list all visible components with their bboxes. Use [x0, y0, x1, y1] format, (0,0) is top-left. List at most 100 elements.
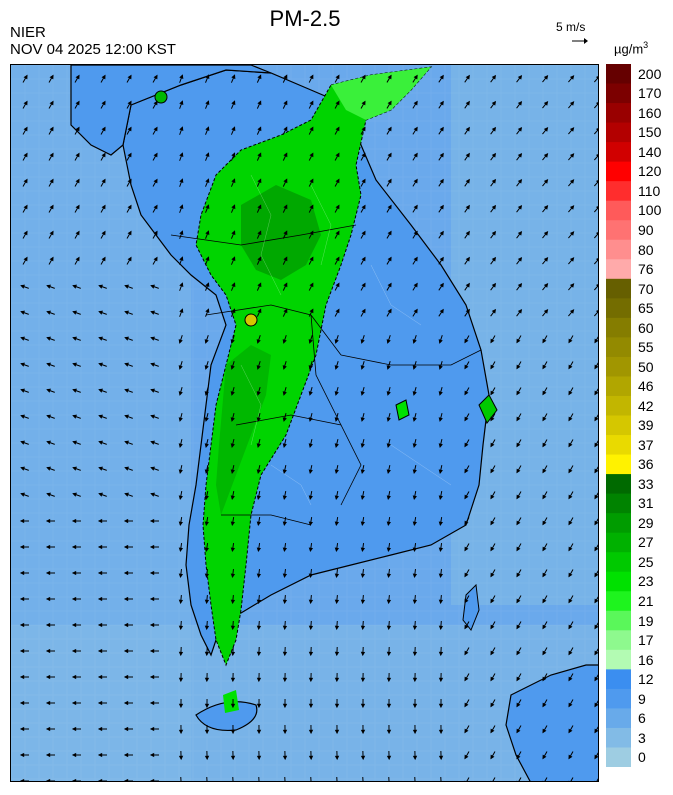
- wind-arrowhead-icon: [334, 547, 340, 553]
- wind-arrowhead-icon: [178, 625, 184, 631]
- wind-arrowhead-icon: [334, 651, 340, 657]
- color-scale-bin: [606, 64, 631, 85]
- wind-arrowhead-icon: [178, 729, 184, 735]
- wind-arrowhead-icon: [179, 74, 184, 79]
- color-scale-bin: [606, 317, 631, 338]
- wind-arrowhead-icon: [413, 74, 418, 80]
- wind-arrowhead-icon: [360, 365, 365, 370]
- wind-arrowhead-icon: [72, 466, 77, 471]
- wind-arrowhead-icon: [412, 365, 417, 370]
- wind-arrowhead-icon: [568, 780, 570, 781]
- pm25-map-canvas: [11, 65, 598, 781]
- wind-arrowhead-icon: [464, 364, 469, 370]
- color-scale-bin: [606, 630, 631, 651]
- wind-arrowhead-icon: [179, 308, 184, 313]
- wind-arrowhead-icon: [361, 204, 366, 210]
- wind-arrow-icon: [544, 777, 548, 781]
- wind-arrowhead-icon: [413, 126, 418, 132]
- wind-arrowhead-icon: [149, 622, 155, 628]
- wind-arrowhead-icon: [595, 154, 598, 157]
- wind-arrowhead-icon: [204, 469, 209, 474]
- wind-arrowhead-icon: [283, 282, 288, 288]
- wind-arrowhead-icon: [308, 729, 314, 735]
- wind-arrowhead-icon: [45, 778, 51, 781]
- wind-arrowhead-icon: [123, 778, 129, 781]
- wind-arrowhead-icon: [360, 495, 365, 501]
- wind-arrowhead-icon: [542, 676, 547, 682]
- wind-arrowhead-icon: [594, 676, 598, 682]
- wind-arrowhead-icon: [204, 391, 209, 396]
- wind-arrowhead-icon: [568, 546, 573, 552]
- wind-arrowhead-icon: [309, 100, 314, 106]
- wind-arrowhead-icon: [256, 651, 262, 657]
- wind-arrowhead-icon: [97, 700, 103, 706]
- wind-arrowhead-icon: [464, 468, 469, 474]
- wind-arrowhead-icon: [179, 230, 184, 235]
- wind-arrowhead-icon: [491, 74, 497, 80]
- wind-arrowhead-icon: [123, 726, 129, 732]
- wind-arrowhead-icon: [438, 417, 443, 422]
- wind-arrowhead-icon: [127, 230, 132, 236]
- wind-arrowhead-icon: [153, 126, 158, 132]
- province-boundaries: [170, 224, 482, 526]
- wind-arrowhead-icon: [282, 547, 288, 553]
- wind-arrowhead-icon: [464, 338, 469, 344]
- wind-arrowhead-icon: [153, 74, 158, 80]
- wind-arrowhead-icon: [542, 728, 547, 734]
- color-scale-bin: [606, 571, 631, 592]
- wind-arrowhead-icon: [516, 364, 521, 370]
- wind-arrowhead-icon: [98, 414, 103, 419]
- wind-arrowhead-icon: [230, 339, 235, 344]
- wind-arrowhead-icon: [595, 102, 598, 105]
- wind-arrowhead-icon: [49, 204, 54, 210]
- wind-arrowhead-icon: [465, 256, 470, 262]
- wind-arrowhead-icon: [360, 703, 366, 709]
- wind-arrowhead-icon: [438, 755, 444, 761]
- wind-arrowhead-icon: [308, 365, 313, 370]
- wind-arrowhead-icon: [516, 494, 521, 500]
- wind-arrowhead-icon: [45, 752, 51, 758]
- wind-arrowhead-icon: [98, 310, 103, 315]
- wind-arrowhead-icon: [101, 204, 106, 210]
- wind-arrowhead-icon: [517, 204, 523, 210]
- wind-arrowhead-icon: [123, 674, 129, 680]
- color-scale-bin: [606, 649, 631, 670]
- color-scale-label: 21: [638, 593, 654, 609]
- wind-arrowhead-icon: [46, 440, 51, 445]
- wind-arrowhead-icon: [308, 599, 314, 605]
- wind-arrow-icon: [492, 777, 496, 781]
- wind-arrowhead-icon: [542, 468, 547, 474]
- wind-arrowhead-icon: [204, 573, 210, 579]
- color-scale-label: 42: [638, 397, 654, 414]
- wind-arrowhead-icon: [72, 362, 77, 367]
- wind-arrowhead-icon: [387, 74, 392, 80]
- color-scale-label: 19: [638, 612, 654, 629]
- wind-arrowhead-icon: [568, 338, 573, 344]
- wind-arrowhead-icon: [490, 702, 495, 708]
- wind-arrowhead-icon: [517, 74, 523, 80]
- wind-arrowhead-icon: [360, 443, 365, 448]
- color-scale-bin: [606, 239, 631, 260]
- wind-arrowhead-icon: [72, 492, 77, 497]
- wind-arrowhead-icon: [542, 520, 547, 526]
- wind-arrowhead-icon: [335, 178, 340, 184]
- wind-arrowhead-icon: [490, 364, 495, 370]
- wind-arrowhead-icon: [256, 547, 262, 553]
- color-scale-label: 160: [638, 104, 662, 121]
- wind-arrow-icon: [593, 129, 598, 135]
- wind-arrowhead-icon: [568, 494, 573, 500]
- wind-reference-label: 5 m/s: [556, 20, 586, 34]
- color-scale-bin: [606, 591, 631, 612]
- color-scale-bin: [606, 415, 631, 436]
- wind-arrowhead-icon: [256, 521, 262, 527]
- wind-arrowhead-icon: [149, 596, 155, 602]
- wind-arrowhead-icon: [256, 339, 261, 344]
- wind-arrowhead-icon: [542, 624, 547, 630]
- wind-arrowhead-icon: [75, 100, 80, 106]
- wind-arrowhead-icon: [438, 547, 444, 553]
- wind-arrowhead-icon: [490, 780, 492, 781]
- wind-arrowhead-icon: [595, 180, 598, 183]
- wind-arrowhead-icon: [153, 100, 158, 106]
- wind-arrowhead-icon: [412, 677, 418, 683]
- wind-arrowhead-icon: [334, 625, 340, 631]
